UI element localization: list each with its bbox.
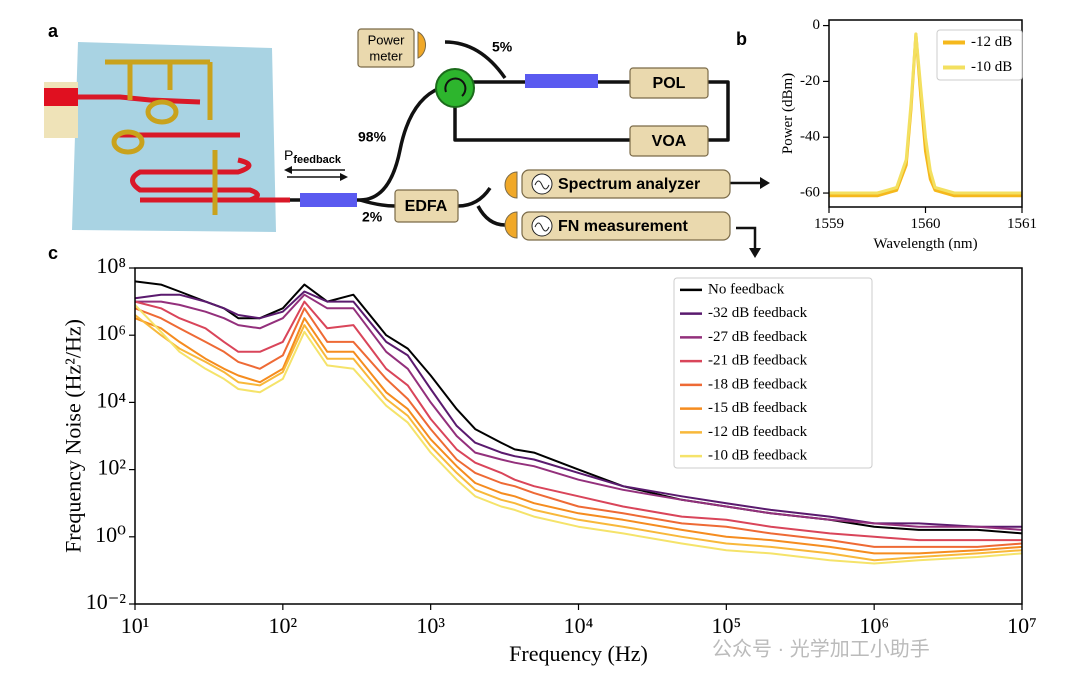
legend-label: -10 dB — [971, 59, 1012, 75]
x-tick-label: 10² — [269, 613, 298, 638]
x-tick-label: 10³ — [416, 613, 445, 638]
legend-label: -15 dB feedback — [708, 400, 808, 416]
legend-box — [673, 277, 873, 469]
panel-label: c — [48, 243, 58, 263]
y-tick-label: -20 — [800, 73, 820, 89]
y-tick-label: 10⁴ — [96, 387, 126, 412]
y-tick-label: 0 — [813, 17, 821, 33]
y-tick-label: 10² — [97, 455, 126, 480]
data-line — [829, 32, 1022, 195]
x-tick-label: 10¹ — [121, 613, 150, 638]
x-tick-label: 10⁷ — [1007, 613, 1037, 638]
data-line — [134, 290, 1022, 528]
x-axis-label: Frequency (Hz) — [509, 641, 648, 666]
y-tick-label: 10⁸ — [96, 253, 126, 278]
setup-diagram — [284, 28, 770, 258]
x-tick-label: 10⁴ — [564, 613, 594, 638]
x-tick-label: 1560 — [911, 216, 941, 232]
fiber-core — [44, 88, 78, 106]
box-label: POL — [653, 75, 686, 92]
box-label: FN measurement — [558, 218, 688, 235]
y-tick-label: 10⁻² — [86, 589, 127, 614]
data-line — [134, 314, 1023, 562]
data-line — [135, 293, 1023, 531]
y-axis-label: Frequency Noise (Hz²/Hz) — [61, 319, 86, 553]
y-tick-label: 10⁰ — [95, 522, 126, 547]
legend-label: -12 dB feedback — [708, 424, 808, 440]
data-line — [134, 300, 1022, 542]
x-tick-label: 1559 — [814, 216, 844, 232]
legend: No feedback -32 dB feedback -27 dB feedbac… — [673, 277, 873, 469]
p-main: P — [284, 147, 293, 163]
panel-label: a — [48, 21, 59, 41]
legend-label: -32 dB feedback — [708, 305, 808, 321]
box-label: EDFA — [405, 198, 448, 215]
rings — [105, 59, 218, 215]
x-axis-label: Wavelength (nm) — [873, 236, 977, 252]
box-label: VOA — [652, 133, 687, 150]
legend-label: -10 dB feedback — [708, 448, 808, 464]
x-tick-label: 1561 — [1007, 216, 1037, 232]
box-label: Power — [368, 32, 406, 47]
x-tick-label: 10⁶ — [859, 613, 889, 638]
y-tick-label: -40 — [800, 129, 820, 145]
y-axis-label: Power (dBm) — [780, 73, 796, 154]
box-label: Spectrum analyzer — [558, 176, 700, 193]
data-line — [134, 317, 1023, 555]
legend-label: -12 dB — [971, 34, 1012, 50]
split-label: 5% — [492, 39, 513, 55]
box-label: meter — [369, 48, 403, 63]
x-tick-label: 10⁵ — [711, 613, 741, 638]
legend: -12 dB -10 dB — [936, 29, 1023, 81]
panel-label: b — [736, 29, 747, 49]
split-label: 98% — [358, 129, 387, 145]
p-feedback: Pfeedback — [284, 147, 342, 166]
p-sub: feedback — [293, 154, 342, 166]
legend-label: -18 dB feedback — [708, 376, 808, 392]
data-line — [134, 307, 1023, 548]
legend-label: -27 dB feedback — [708, 329, 808, 345]
y-tick-label: -60 — [800, 184, 820, 200]
split-label: 2% — [362, 209, 383, 225]
legend-label: No feedback — [708, 281, 785, 297]
y-tick-label: 10⁶ — [96, 320, 126, 345]
watermark: 公众号 · 光学加工小助手 — [712, 637, 930, 660]
legend-label: -21 dB feedback — [708, 353, 808, 369]
data-line — [134, 304, 1023, 565]
